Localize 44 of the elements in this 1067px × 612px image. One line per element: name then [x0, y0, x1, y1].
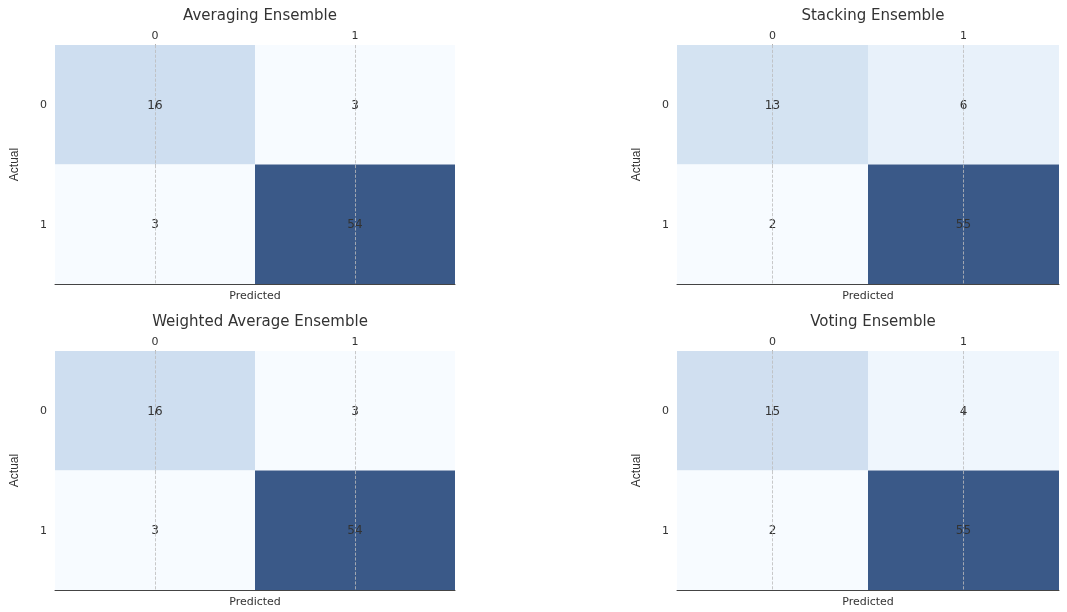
y-tick-label: 0 — [40, 404, 47, 418]
chart-title: Weighted Average Ensemble — [152, 311, 368, 330]
data-label: 16 — [147, 97, 163, 112]
data-label: 13 — [764, 97, 781, 112]
data-label: 3 — [151, 217, 159, 232]
x-tick-label: 1 — [960, 29, 967, 42]
y-tick-label: 1 — [40, 523, 47, 537]
data-label: 15 — [764, 403, 781, 418]
x-tick-label: 1 — [960, 335, 967, 348]
x-axis-title: Predicted — [229, 595, 281, 608]
x-tick-label: 1 — [351, 29, 359, 42]
y-axis-title: Actual — [7, 147, 21, 182]
y-tick-label: 0 — [40, 98, 47, 112]
x-axis-title: Predicted — [842, 289, 894, 302]
data-label: 16 — [147, 403, 163, 418]
data-label: 54 — [347, 523, 363, 538]
y-tick-label: 1 — [40, 217, 47, 231]
data-label: 4 — [959, 403, 968, 418]
data-label: 55 — [955, 217, 972, 232]
x-tick-label: 1 — [351, 335, 359, 348]
y-tick-label: 0 — [662, 98, 669, 112]
chart-title: Averaging Ensemble — [183, 5, 337, 24]
data-label: 54 — [347, 217, 363, 232]
x-tick-label: 0 — [151, 335, 159, 348]
chart-title: Stacking Ensemble — [801, 5, 945, 24]
data-label: 6 — [959, 97, 968, 112]
x-tick-label: 0 — [769, 29, 776, 42]
data-label: 55 — [955, 523, 972, 538]
chart-title: Voting Ensemble — [810, 311, 936, 330]
data-label: 3 — [151, 523, 159, 538]
data-label: 2 — [768, 523, 777, 538]
data-label: 3 — [351, 97, 359, 112]
x-axis-title: Predicted — [842, 595, 894, 608]
y-tick-label: 1 — [662, 523, 669, 537]
x-axis-title: Predicted — [229, 289, 281, 302]
y-tick-label: 1 — [662, 217, 669, 231]
y-axis-title: Actual — [629, 147, 643, 182]
y-axis-title: Actual — [7, 453, 21, 488]
y-tick-label: 0 — [662, 404, 669, 418]
x-tick-label: 0 — [769, 335, 776, 348]
x-tick-label: 0 — [151, 29, 159, 42]
data-label: 3 — [351, 403, 359, 418]
data-label: 2 — [768, 217, 777, 232]
y-axis-title: Actual — [629, 453, 643, 488]
